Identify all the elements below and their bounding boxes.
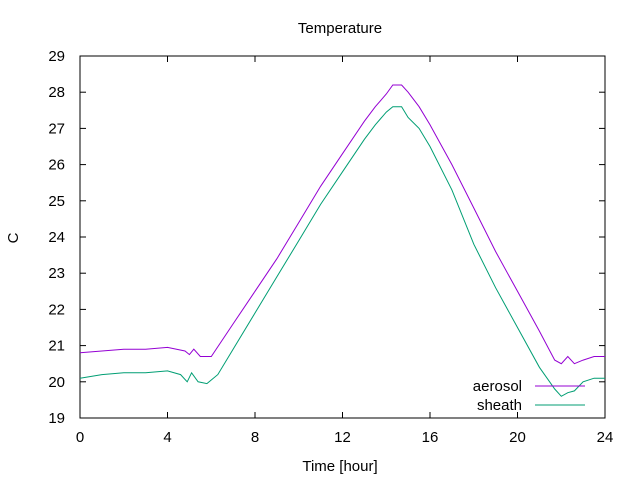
- y-tick-label: 28: [48, 84, 65, 101]
- x-tick-label: 16: [422, 429, 439, 446]
- y-tick-label: 23: [48, 265, 65, 282]
- x-tick-label: 12: [334, 429, 351, 446]
- legend: aerosol sheath: [473, 378, 585, 414]
- y-tick-label: 25: [48, 193, 65, 210]
- series-line-sheath: [79, 106, 605, 397]
- y-tick-label: 24: [48, 229, 65, 246]
- series-lines: [79, 84, 605, 397]
- plot-area-border: [79, 55, 606, 419]
- legend-label-sheath: sheath: [477, 397, 522, 414]
- x-tick-label: 8: [251, 429, 259, 446]
- y-tick-label: 21: [48, 338, 65, 355]
- x-tick-label: 4: [163, 429, 171, 446]
- legend-label-aerosol: aerosol: [473, 378, 522, 395]
- y-tick-label: 20: [48, 374, 65, 391]
- x-tick-label: 24: [597, 429, 614, 446]
- axis-ticks: 0 4 8 12 16 20 24 19 20 21 22 23 24 25 26 27 28 29: [48, 48, 613, 446]
- x-tick-label: 20: [509, 429, 526, 446]
- x-axis-label: Time [hour]: [302, 458, 377, 475]
- series-line-aerosol: [79, 84, 605, 365]
- y-axis-label: C: [5, 232, 22, 243]
- y-tick-label: 19: [48, 410, 65, 427]
- y-tick-label: 29: [48, 48, 65, 65]
- y-tick-label: 22: [48, 301, 65, 318]
- y-tick-label: 27: [48, 120, 65, 137]
- chart-title: Temperature: [298, 20, 382, 37]
- x-tick-label: 0: [76, 429, 84, 446]
- y-tick-label: 26: [48, 157, 65, 174]
